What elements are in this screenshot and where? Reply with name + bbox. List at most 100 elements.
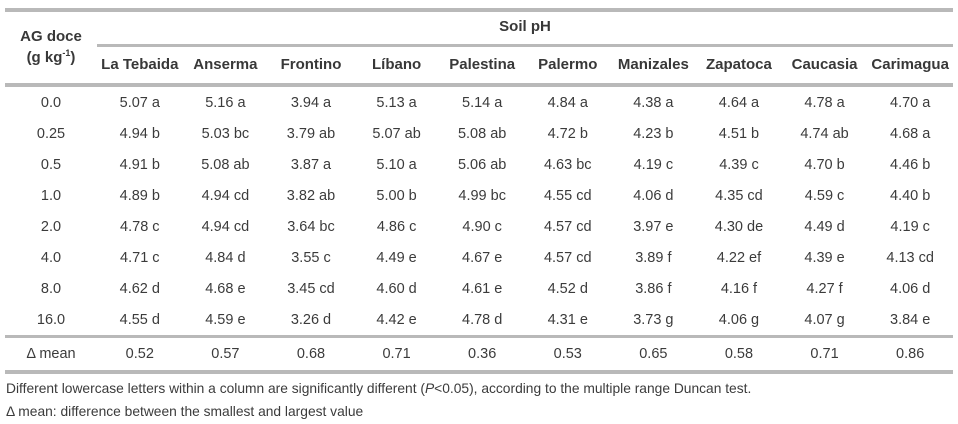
footnote-significance-text: Different lowercase letters within a col…: [6, 381, 425, 396]
table-row: 1.0 4.89 b 4.94 cd 3.82 ab 5.00 b 4.99 bc 4.55…: [5, 180, 953, 211]
soil-ph-group-header: Soil pH: [97, 10, 953, 47]
ph-value-cell: 4.57 cd: [543, 218, 592, 235]
ph-value-cell: 4.35 cd: [715, 187, 763, 204]
ph-value-cell: 5.07 ab: [372, 125, 421, 142]
ph-value-cell: 4.90 c: [462, 218, 502, 235]
dose-column-header: AG doce (g kg-1): [5, 10, 97, 87]
column-header: La Tebaida: [97, 45, 183, 87]
ph-value-cell: 4.91 b: [119, 156, 160, 173]
dose-value: 0.5: [40, 156, 62, 173]
delta-mean-value: 0.86: [867, 335, 953, 372]
dose-value: 8.0: [40, 280, 62, 297]
ph-value-cell: 4.78 d: [462, 311, 503, 328]
ph-value-cell: 4.55 cd: [543, 187, 592, 204]
ph-value-cell: 3.97 e: [633, 218, 674, 235]
ph-value-cell: 4.30 de: [714, 218, 764, 235]
ph-value-cell: 3.73 g: [633, 311, 674, 328]
ph-value-cell: 4.13 cd: [886, 249, 934, 266]
ph-value-cell: 3.87 a: [290, 156, 332, 173]
delta-body: Δ mean 0.52 0.57 0.68 0.71 0.36 0.53 0.65 0.58 0…: [5, 335, 953, 372]
ph-value-cell: 4.68 e: [205, 280, 246, 297]
ph-value-cell: 4.71 c: [120, 249, 160, 266]
ph-value-cell: 4.49 e: [376, 249, 417, 266]
table-body: 0.0 5.07 a 5.16 a 3.94 a 5.13 a 5.14 a 4.84 a 4…: [5, 85, 953, 337]
table-row: 8.0 4.62 d 4.68 e 3.45 cd 4.60 d 4.61 e 4.52 d…: [5, 273, 953, 304]
ph-value-cell: 5.08 ab: [201, 156, 250, 173]
delta-mean-value: 0.53: [524, 335, 611, 372]
ph-value-cell: 4.89 b: [119, 187, 160, 204]
ph-value-cell: 5.08 ab: [457, 125, 507, 142]
ph-value-cell: 4.70 b: [804, 156, 845, 173]
delta-mean-value: 0.71: [353, 335, 440, 372]
ph-value-cell: 4.27 f: [806, 280, 843, 297]
ph-value-cell: 4.39 c: [719, 156, 759, 173]
ph-value-cell: 4.19 c: [890, 218, 930, 235]
ph-value-cell: 4.57 cd: [543, 249, 592, 266]
dose-value: 4.0: [40, 249, 62, 266]
footnote-italic-p: P: [424, 381, 435, 396]
ph-value-cell: 4.62 d: [119, 280, 160, 297]
footnote-significance-text-end: <0.05), according to the multiple range …: [434, 381, 752, 396]
column-header: Caucasia: [781, 45, 868, 87]
footnote-significance: Different lowercase letters within a col…: [6, 379, 953, 400]
ph-value-cell: 4.52 d: [547, 280, 588, 297]
dose-value: 0.25: [36, 125, 66, 142]
table-row: 4.0 4.71 c 4.84 d 3.55 c 4.49 e 4.67 e 4.57 cd…: [5, 242, 953, 273]
ph-value-cell: 4.38 a: [633, 94, 674, 111]
ph-value-cell: 4.84 a: [547, 94, 588, 111]
ph-value-cell: 4.31 e: [547, 311, 588, 328]
ph-value-cell: 4.23 b: [633, 125, 674, 142]
ph-value-cell: 4.51 b: [718, 125, 760, 142]
ph-value-cell: 5.16 a: [205, 94, 246, 111]
delta-mean-value: 0.65: [610, 335, 697, 372]
delta-mean-value: 0.68: [268, 335, 354, 372]
dose-value: 0.0: [40, 94, 62, 111]
ph-value-cell: 4.06 g: [718, 311, 760, 328]
delta-mean-row: Δ mean 0.52 0.57 0.68 0.71 0.36 0.53 0.65 0.58 0…: [5, 335, 953, 372]
column-header: Frontino: [268, 45, 354, 87]
ph-value-cell: 4.59 c: [804, 187, 845, 204]
table-row: 0.25 4.94 b 5.03 bc 3.79 ab 5.07 ab 5.08 ab 4.…: [5, 118, 953, 149]
ph-value-cell: 3.84 e: [890, 311, 931, 328]
footnote-delta-mean: Δ mean: difference between the smallest …: [6, 403, 364, 419]
ph-value-cell: 4.94 cd: [201, 218, 250, 235]
footnotes: Different lowercase letters within a col…: [5, 379, 953, 422]
column-header: Palestina: [439, 45, 525, 87]
ph-value-cell: 5.07 a: [119, 94, 160, 111]
ph-value-cell: 4.59 e: [205, 311, 246, 328]
ph-value-cell: 4.94 cd: [201, 187, 250, 204]
ph-value-cell: 3.26 d: [290, 311, 332, 328]
ph-value-cell: 3.55 c: [291, 249, 331, 266]
dose-unit-suffix: ): [70, 48, 76, 66]
dose-unit-exponent: -1: [62, 47, 71, 58]
ph-value-cell: 3.86 f: [635, 280, 672, 297]
ph-value-cell: 4.68 a: [890, 125, 931, 142]
delta-mean-value: 0.36: [439, 335, 525, 372]
ph-value-cell: 3.79 ab: [286, 125, 336, 142]
ph-value-cell: 4.63 bc: [543, 156, 592, 173]
ph-value-cell: 4.94 b: [119, 125, 160, 142]
ph-value-cell: 4.64 a: [718, 94, 760, 111]
ph-value-cell: 5.03 bc: [201, 125, 250, 142]
table-header: AG doce (g kg-1) Soil pH La Tebaida Anser…: [5, 10, 953, 87]
column-header: Anserma: [182, 45, 269, 87]
ph-value-cell: 4.72 b: [547, 125, 588, 142]
ph-value-cell: 5.06 ab: [457, 156, 507, 173]
ph-value-cell: 4.40 b: [890, 187, 931, 204]
ph-value-cell: 4.86 c: [376, 218, 417, 235]
ph-value-cell: 3.82 ab: [286, 187, 336, 204]
ph-value-cell: 5.10 a: [376, 156, 417, 173]
ph-value-cell: 4.39 e: [804, 249, 845, 266]
ph-value-cell: 4.07 g: [804, 311, 845, 328]
ph-value-cell: 4.49 d: [804, 218, 845, 235]
column-header: Carimagua: [867, 45, 953, 87]
ph-value-cell: 4.84 d: [205, 249, 246, 266]
ph-value-cell: 3.64 bc: [287, 218, 335, 235]
soil-ph-table: AG doce (g kg-1) Soil pH La Tebaida Anser…: [5, 8, 953, 374]
delta-mean-value: 0.57: [182, 335, 269, 372]
ph-value-cell: 4.46 b: [890, 156, 931, 173]
ph-value-cell: 5.00 b: [376, 187, 417, 204]
dose-value: 2.0: [40, 218, 62, 235]
delta-mean-value: 0.58: [696, 335, 782, 372]
